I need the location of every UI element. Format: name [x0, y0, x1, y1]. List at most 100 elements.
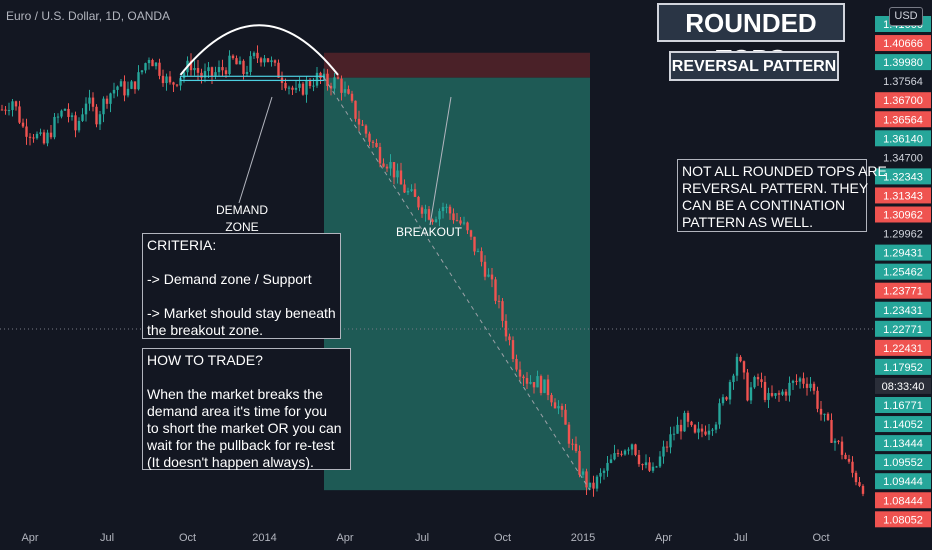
price-tag-bg	[875, 263, 931, 280]
candle-body	[434, 219, 438, 223]
candle-body	[249, 56, 252, 72]
candle-body	[560, 406, 564, 410]
candle-body	[511, 340, 515, 359]
candle-body	[343, 89, 347, 93]
candle-body	[7, 110, 11, 112]
candle-body	[732, 375, 735, 383]
candle-body	[805, 383, 809, 388]
candle-body	[200, 72, 203, 78]
candle-body	[81, 114, 84, 121]
candle-body	[424, 209, 427, 214]
disclaimer-note[interactable]: NOT ALL ROUNDED TOPS ARE REVERSAL PATTER…	[677, 159, 887, 232]
price-tag: 1.09444	[883, 476, 923, 488]
candle-body	[802, 378, 805, 384]
candle-body	[231, 55, 235, 59]
candle-body	[536, 376, 539, 388]
candle-body	[627, 449, 630, 451]
rounded-top-arc[interactable]	[179, 24, 339, 76]
candle-body	[501, 301, 504, 321]
price-tag-bg	[875, 511, 931, 528]
candle-body	[788, 382, 791, 396]
price-tag: 1.08052	[883, 514, 923, 526]
price-tag-bg	[875, 111, 931, 128]
candle-body	[816, 390, 819, 409]
candle-body	[263, 58, 266, 63]
candle-body	[396, 170, 399, 178]
price-tag-bg	[875, 54, 931, 71]
x-tick-label: Jul	[100, 532, 114, 544]
candle-body	[770, 393, 774, 396]
criteria-note[interactable]: CRITERIA: -> Demand zone / Support -> Ma…	[142, 233, 341, 339]
candle-body	[700, 428, 704, 432]
demand-zone-label-line1: DEMAND	[215, 203, 268, 217]
candle-body	[35, 133, 39, 139]
candle-body	[847, 458, 851, 462]
candle-body	[4, 109, 7, 111]
price-tag: 1.31343	[883, 190, 923, 202]
price-tag: 1.39980	[883, 57, 923, 69]
candle-body	[49, 132, 53, 138]
candle-body	[95, 106, 98, 125]
breakout-label: BREAKOUT	[396, 225, 463, 239]
candle-body	[711, 429, 714, 431]
how-to-trade-note[interactable]: HOW TO TRADE? When the market breaks the…	[142, 348, 351, 470]
candle-body	[193, 68, 196, 71]
candle-body	[515, 358, 518, 370]
candle-body	[67, 108, 70, 117]
candle-body	[259, 58, 263, 63]
candle-body	[683, 412, 686, 432]
candle-body	[735, 356, 739, 376]
price-tag: 1.22771	[883, 324, 923, 336]
candle-body	[273, 60, 277, 63]
candle-body	[714, 424, 718, 430]
price-tag-bg	[875, 416, 931, 433]
candle-body	[641, 464, 644, 466]
candle-body	[361, 124, 364, 126]
price-tag-bg	[875, 492, 931, 509]
subtitle-box: REVERSAL PATTERN	[669, 51, 839, 81]
x-tick-label: Jul	[415, 532, 429, 544]
price-tag-bg	[875, 339, 931, 356]
price-tag: 1.25462	[883, 267, 923, 279]
candle-body	[592, 482, 595, 489]
candle-body	[172, 82, 175, 85]
candle-body	[791, 380, 795, 383]
candle-body	[0, 109, 4, 111]
price-axis[interactable]: 1.416661.406661.399801.375641.367001.365…	[873, 0, 932, 550]
candle-body	[725, 397, 728, 400]
currency-selector[interactable]: USD	[889, 7, 923, 26]
candle-body	[679, 424, 683, 432]
candle-body	[739, 356, 742, 362]
candle-body	[329, 85, 333, 89]
candle-body	[557, 406, 560, 409]
candle-body	[795, 380, 798, 382]
candle-body	[574, 443, 578, 452]
price-tag-bg	[875, 35, 931, 52]
candle-body	[224, 70, 228, 75]
candle-body	[851, 461, 854, 473]
candle-body	[385, 166, 389, 169]
candle-body	[763, 381, 767, 400]
price-tag-bg	[875, 358, 931, 375]
candle-body	[270, 60, 273, 63]
demand-zone-label: DEMAND ZONE	[211, 203, 273, 237]
price-tag: 1.08444	[883, 495, 923, 507]
candle-body	[767, 393, 770, 400]
price-tag: 1.23431	[883, 305, 923, 317]
how-to-trade-line: HOW TO TRADE?	[147, 352, 263, 368]
candle-body	[60, 110, 63, 117]
candle-body	[602, 470, 606, 473]
candle-body	[704, 431, 707, 435]
candle-body	[105, 98, 109, 104]
time-axis: Apr Jul Oct 2014 Apr Jul Oct 2015 Apr Jul Oct	[21, 532, 829, 544]
candle-body	[109, 93, 112, 104]
candle-body	[305, 80, 308, 95]
candle-body	[392, 162, 396, 178]
candle-body	[609, 459, 613, 463]
how-to-trade-line: wait for the pullback for re-test	[147, 437, 335, 453]
symbol-label[interactable]: Euro / U.S. Dollar, 1D, OANDA	[6, 9, 171, 23]
candle-body	[315, 72, 319, 86]
price-tag: 1.16771	[883, 400, 923, 412]
x-tick-label: 2015	[571, 532, 595, 544]
